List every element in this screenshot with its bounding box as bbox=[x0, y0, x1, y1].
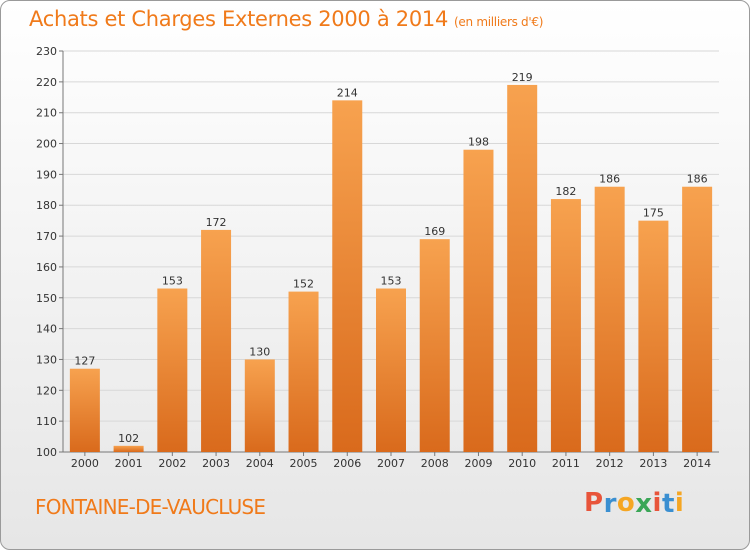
bar bbox=[157, 288, 188, 452]
y-tick-label: 210 bbox=[36, 107, 57, 120]
bar bbox=[419, 239, 450, 452]
y-tick-label: 200 bbox=[36, 138, 57, 151]
bar-value-label: 153 bbox=[162, 275, 183, 288]
bar bbox=[507, 84, 538, 452]
bar-value-label: 153 bbox=[381, 275, 402, 288]
bar-value-label: 182 bbox=[555, 185, 576, 198]
labels: 100 110 120 130 140 150 160 170 180 190 200 210 220 2… bbox=[36, 45, 711, 470]
chart-subtitle: (en milliers d'€) bbox=[454, 15, 544, 29]
x-tick-label: 2008 bbox=[421, 457, 449, 470]
bar-value-label: 127 bbox=[74, 355, 95, 368]
chart-title: Achats et Charges Externes 2000 à 2014 (e… bbox=[29, 7, 543, 31]
y-tick-label: 110 bbox=[36, 415, 57, 428]
bar bbox=[594, 186, 625, 452]
y-tick-label: 100 bbox=[36, 446, 57, 459]
bar bbox=[463, 149, 494, 452]
bar bbox=[244, 359, 275, 452]
proxiti-logo[interactable]: Proxiti bbox=[584, 488, 685, 519]
bar bbox=[288, 291, 319, 452]
chart-title-text: Achats et Charges Externes 2000 à 2014 bbox=[29, 7, 449, 31]
bar-value-label: 219 bbox=[512, 71, 533, 84]
x-tick-label: 2006 bbox=[333, 457, 361, 470]
x-tick-label: 2002 bbox=[158, 457, 186, 470]
logo-letter: i bbox=[652, 488, 662, 518]
y-tick-label: 120 bbox=[36, 384, 57, 397]
y-tick-label: 190 bbox=[36, 168, 57, 181]
x-tick-label: 2001 bbox=[115, 457, 143, 470]
x-tick-label: 2005 bbox=[290, 457, 318, 470]
bar bbox=[332, 100, 363, 452]
y-tick-label: 180 bbox=[36, 199, 57, 212]
bar-value-label: 169 bbox=[424, 225, 445, 238]
bar bbox=[69, 368, 100, 452]
bar bbox=[376, 288, 406, 452]
x-tick-label: 2000 bbox=[71, 457, 99, 470]
bar-value-label: 172 bbox=[206, 216, 227, 229]
x-tick-label: 2011 bbox=[552, 457, 580, 470]
bar-value-label: 152 bbox=[293, 278, 314, 291]
bar-value-label: 198 bbox=[468, 136, 489, 149]
bar bbox=[550, 199, 581, 452]
x-tick-label: 2013 bbox=[639, 457, 667, 470]
x-tick-label: 2007 bbox=[377, 457, 405, 470]
y-tick-label: 230 bbox=[36, 45, 57, 58]
bar bbox=[113, 445, 144, 452]
logo-letter: P bbox=[584, 488, 604, 518]
x-tick-label: 2014 bbox=[683, 457, 711, 470]
logo-letter: r bbox=[603, 489, 617, 519]
bar bbox=[682, 186, 713, 452]
bar-value-label: 175 bbox=[643, 207, 664, 220]
bar-value-label: 214 bbox=[337, 86, 358, 99]
city-name: FONTAINE-DE-VAUCLUSE bbox=[35, 495, 266, 519]
y-tick-label: 160 bbox=[36, 261, 57, 274]
logo-letter: i bbox=[674, 488, 685, 518]
x-tick-label: 2010 bbox=[508, 457, 536, 470]
logo-letter: t bbox=[661, 489, 675, 519]
x-tick-label: 2009 bbox=[464, 457, 492, 470]
y-tick-label: 130 bbox=[36, 353, 57, 366]
bar bbox=[201, 229, 232, 452]
bars bbox=[69, 84, 713, 452]
bar-value-label: 130 bbox=[249, 345, 270, 358]
bar bbox=[638, 220, 669, 452]
x-tick-label: 2012 bbox=[596, 457, 624, 470]
y-tick-label: 220 bbox=[36, 76, 57, 89]
x-tick-label: 2003 bbox=[202, 457, 230, 470]
y-tick-label: 150 bbox=[36, 292, 57, 305]
logo-letter: x bbox=[635, 489, 653, 519]
bar-value-label: 186 bbox=[687, 173, 708, 186]
x-tick-label: 2004 bbox=[246, 457, 274, 470]
logo-letter: o bbox=[616, 488, 636, 518]
y-tick-label: 140 bbox=[36, 323, 57, 336]
bar-value-label: 102 bbox=[118, 432, 139, 445]
bar-value-label: 186 bbox=[599, 173, 620, 186]
y-tick-label: 170 bbox=[36, 230, 57, 243]
